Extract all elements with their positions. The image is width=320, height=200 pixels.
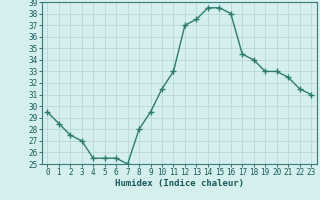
X-axis label: Humidex (Indice chaleur): Humidex (Indice chaleur) <box>115 179 244 188</box>
